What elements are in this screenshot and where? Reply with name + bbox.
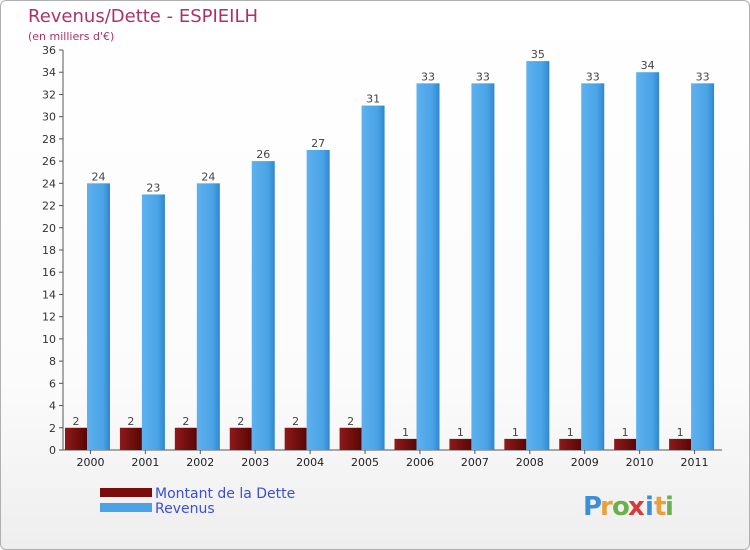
value-label-revenus: 33 — [476, 70, 490, 83]
bar-revenus — [636, 72, 660, 450]
bar-revenus — [526, 61, 550, 450]
legend-swatch-revenus — [100, 503, 152, 512]
logo-letter: i — [665, 492, 674, 522]
bar-revenus — [196, 183, 220, 451]
x-tick-label: 2008 — [516, 456, 544, 469]
bar-revenus — [416, 83, 440, 450]
value-label-dette: 2 — [237, 415, 244, 428]
y-tick-label: 20 — [42, 222, 56, 235]
logo-letter: r — [600, 492, 613, 522]
bar-revenus — [141, 194, 165, 450]
value-label-revenus: 24 — [201, 170, 215, 183]
logo-letter: x — [628, 492, 645, 522]
x-tick-label: 2011 — [681, 456, 709, 469]
y-tick-label: 2 — [49, 422, 56, 435]
y-tick-label: 30 — [42, 111, 56, 124]
bar-dette — [119, 427, 142, 450]
chart-title: Revenus/Dette - ESPIEILH — [28, 6, 258, 27]
value-label-dette: 1 — [512, 426, 519, 439]
y-tick-label: 26 — [42, 155, 56, 168]
bar-dette — [614, 438, 637, 450]
value-label-dette: 2 — [347, 415, 354, 428]
y-tick-label: 24 — [42, 177, 56, 190]
bar-dette — [559, 438, 582, 450]
y-tick-label: 12 — [42, 311, 56, 324]
bar-dette — [284, 427, 307, 450]
y-tick-label: 22 — [42, 200, 56, 213]
y-tick-label: 18 — [42, 244, 56, 257]
legend: Montant de la Dette Revenus — [100, 486, 295, 517]
bar-dette — [339, 427, 362, 450]
legend-swatch-dette — [100, 488, 152, 497]
chart-subtitle: (en milliers d'€) — [28, 30, 114, 43]
value-label-revenus: 33 — [421, 70, 435, 83]
value-label-revenus: 33 — [696, 70, 710, 83]
value-label-revenus: 35 — [531, 48, 545, 61]
bar-revenus — [471, 83, 495, 450]
value-label-revenus: 31 — [366, 93, 380, 106]
x-tick-label: 2010 — [626, 456, 654, 469]
bar-revenus — [87, 183, 110, 451]
value-label-revenus: 23 — [146, 181, 160, 194]
value-label-revenus: 34 — [641, 59, 655, 72]
value-label-dette: 1 — [457, 426, 464, 439]
x-tick-label: 2005 — [351, 456, 379, 469]
logo-letter: P — [583, 492, 602, 522]
value-label-dette: 2 — [127, 415, 134, 428]
y-tick-label: 14 — [42, 288, 56, 301]
bar-dette — [449, 438, 472, 450]
value-label-dette: 1 — [677, 426, 684, 439]
bar-revenus — [691, 83, 715, 450]
y-tick-label: 34 — [42, 66, 56, 79]
bar-dette — [65, 427, 87, 450]
y-tick-label: 0 — [49, 444, 56, 457]
value-label-revenus: 27 — [311, 137, 325, 150]
bar-dette — [394, 438, 417, 450]
bar-revenus — [306, 150, 330, 450]
x-tick-label: 2003 — [241, 456, 269, 469]
y-tick-label: 16 — [42, 266, 56, 279]
logo-letter: i — [645, 492, 654, 522]
bar-dette — [229, 427, 252, 450]
logo-letter: o — [612, 492, 630, 522]
x-tick-label: 2000 — [76, 456, 104, 469]
bar-revenus — [251, 161, 275, 450]
y-tick-label: 28 — [42, 133, 56, 146]
value-label-revenus: 33 — [586, 70, 600, 83]
x-tick-label: 2006 — [406, 456, 434, 469]
proxiti-logo: Pr ox i ti — [583, 492, 674, 522]
value-label-dette: 1 — [567, 426, 574, 439]
bar-revenus — [361, 105, 385, 451]
x-tick-label: 2002 — [186, 456, 214, 469]
value-label-dette: 2 — [182, 415, 189, 428]
x-tick-label: 2009 — [571, 456, 599, 469]
x-tick-label: 2001 — [131, 456, 159, 469]
plot-area: 0246810121416182022242628303234362242000… — [42, 44, 722, 469]
value-label-revenus: 26 — [256, 148, 270, 161]
x-tick-label: 2007 — [461, 456, 489, 469]
value-label-dette: 2 — [73, 415, 80, 428]
value-label-revenus: 24 — [92, 170, 106, 183]
y-tick-label: 10 — [42, 333, 56, 346]
y-tick-label: 8 — [49, 355, 56, 368]
x-tick-label: 2004 — [296, 456, 324, 469]
y-tick-label: 4 — [49, 400, 56, 413]
y-tick-label: 32 — [42, 88, 56, 101]
bar-dette — [504, 438, 527, 450]
value-label-dette: 1 — [622, 426, 629, 439]
legend-label-dette: Montant de la Dette — [155, 486, 295, 502]
bar-dette — [174, 427, 197, 450]
bar-revenus — [581, 83, 605, 450]
value-label-dette: 2 — [292, 415, 299, 428]
legend-label-revenus: Revenus — [155, 501, 215, 517]
logo-letter: t — [654, 492, 666, 522]
value-label-dette: 1 — [402, 426, 409, 439]
bar-dette — [669, 438, 692, 450]
y-tick-label: 36 — [42, 44, 56, 57]
y-tick-label: 6 — [49, 377, 56, 390]
